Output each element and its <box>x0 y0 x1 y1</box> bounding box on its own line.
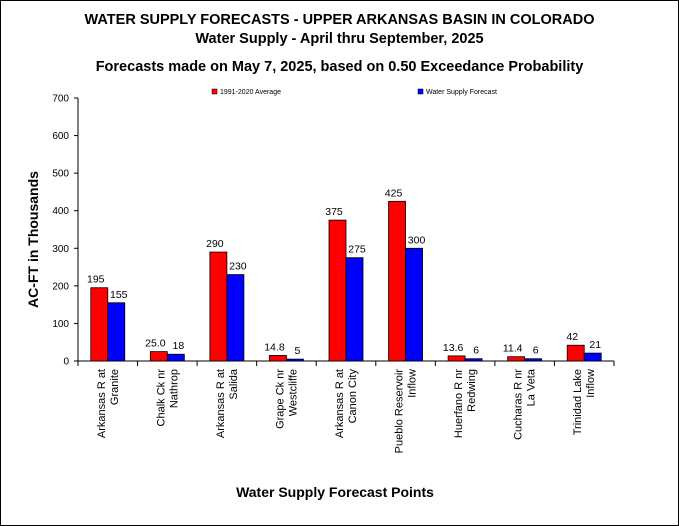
bar-forecast <box>286 358 304 362</box>
y-tick-label: 200 <box>52 281 69 292</box>
x-category-label-line: La Veta <box>526 368 538 406</box>
x-category-label-line: Inflow <box>407 369 419 398</box>
bar-average <box>90 287 109 362</box>
y-tick-label: 100 <box>52 319 69 330</box>
data-label-forecast: 6 <box>533 345 539 357</box>
data-label-average: 290 <box>206 238 224 250</box>
y-tick-label: 0 <box>63 357 69 368</box>
bar-forecast <box>166 353 185 362</box>
bar-forecast <box>226 274 245 362</box>
x-category-label-line: Granite <box>109 369 121 405</box>
y-tick-label: 600 <box>52 131 69 142</box>
data-label-average: 42 <box>566 331 578 343</box>
x-category-label-line: Salida <box>228 368 240 399</box>
x-category-label: Pueblo ReservoirInflow <box>394 369 419 454</box>
x-axis-title: Water Supply Forecast Points <box>236 484 434 500</box>
bar-average <box>149 351 168 362</box>
x-category-label-line: Chalk Ck nr <box>155 369 167 427</box>
data-label-forecast: 230 <box>229 261 247 273</box>
bar-forecast <box>107 302 126 362</box>
x-category-label: Arkansas R atGranite <box>96 369 121 438</box>
data-label-forecast: 300 <box>408 234 426 246</box>
x-category-label-line: Redwing <box>466 369 478 412</box>
x-category-label-line: Arkansas R at <box>96 369 108 438</box>
data-label-forecast: 5 <box>295 345 301 357</box>
x-category-label-line: Arkansas R at <box>215 369 227 438</box>
bar-average <box>328 219 347 362</box>
data-label-average: 25.0 <box>145 338 166 350</box>
x-category-label-line: Westcliffe <box>287 369 299 416</box>
x-category-label-line: Arkansas R at <box>334 369 346 438</box>
bar-forecast <box>405 247 423 362</box>
y-tick-label: 500 <box>52 169 69 180</box>
x-category-label: Huerfano R nrRedwing <box>453 369 478 438</box>
legend-swatch <box>417 88 424 95</box>
x-category-label-line: Huerfano R nr <box>453 369 465 438</box>
y-tick-label: 400 <box>52 206 69 217</box>
data-label-forecast: 275 <box>348 244 366 256</box>
data-label-forecast: 18 <box>172 340 184 352</box>
x-category-label: Grape Ck nrWestcliffe <box>274 369 299 429</box>
legend-label: Water Supply Forecast <box>426 89 497 96</box>
legend-swatch <box>211 88 218 95</box>
bar-average <box>507 356 526 362</box>
x-category-label-line: Grape Ck nr <box>274 369 286 429</box>
bar-forecast <box>345 257 364 362</box>
data-label-forecast: 155 <box>110 289 128 301</box>
data-label-average: 195 <box>87 274 105 286</box>
chart-subtitle: Water Supply - April thru September, 202… <box>195 31 484 47</box>
y-axis-title: AC-FT in Thousands <box>25 171 41 308</box>
x-category-label: Cucharas R nrLa Veta <box>513 368 538 440</box>
data-label-average: 13.6 <box>443 342 464 354</box>
data-label-average: 14.8 <box>264 341 285 353</box>
x-category-label: Arkansas R atSalida <box>215 368 240 438</box>
bar-forecast <box>583 352 602 362</box>
x-category-label-line: Nathrop <box>168 369 180 408</box>
data-label-forecast: 6 <box>473 345 479 357</box>
data-label-forecast: 21 <box>589 339 601 351</box>
data-label-average: 375 <box>325 206 343 218</box>
bar-average <box>447 355 466 362</box>
legend-label: 1991-2020 Average <box>220 89 281 96</box>
bar-average <box>269 355 287 362</box>
x-category-label-line: Inflow <box>585 369 597 398</box>
bar-average <box>566 344 585 362</box>
chart-subtitle-forecast-date: Forecasts made on May 7, 2025, based on … <box>95 59 584 75</box>
x-category-label: Chalk Ck nrNathrop <box>155 369 180 427</box>
y-tick-label: 300 <box>52 244 69 255</box>
x-category-label-line: Trinidad Lake <box>572 369 584 435</box>
x-category-label: Arkansas R atCanon City <box>334 369 359 439</box>
x-category-label-line: Cucharas R nr <box>513 369 525 440</box>
bar-average <box>388 200 406 362</box>
x-category-label-line: Pueblo Reservoir <box>394 369 406 454</box>
x-category-label: Trinidad LakeInflow <box>572 369 597 435</box>
x-category-label-line: Canon City <box>347 369 359 424</box>
bar-average <box>209 251 228 362</box>
chart-title: WATER SUPPLY FORECASTS - UPPER ARKANSAS … <box>84 12 595 28</box>
y-tick-label: 700 <box>52 94 69 105</box>
data-label-average: 11.4 <box>503 343 523 355</box>
bar-forecast <box>524 358 543 362</box>
bar-forecast <box>464 358 483 362</box>
data-label-average: 425 <box>385 187 403 199</box>
